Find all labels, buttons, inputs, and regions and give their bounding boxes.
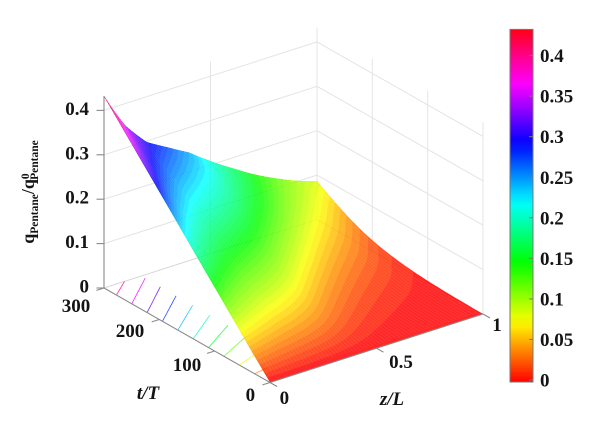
svg-text:1: 1 (492, 315, 502, 336)
svg-text:0.4: 0.4 (540, 46, 564, 67)
svg-text:0: 0 (80, 277, 90, 298)
svg-text:0.05: 0.05 (540, 330, 573, 351)
svg-text:0.3: 0.3 (540, 127, 564, 148)
svg-text:0.4: 0.4 (65, 99, 89, 120)
svg-text:0.15: 0.15 (540, 249, 573, 270)
svg-text:0.35: 0.35 (540, 87, 573, 108)
svg-text:0.1: 0.1 (540, 289, 564, 310)
svg-text:0.3: 0.3 (65, 143, 89, 164)
svg-text:200: 200 (116, 321, 145, 342)
svg-text:z/L: z/L (379, 389, 404, 410)
svg-text:0: 0 (540, 371, 550, 392)
svg-text:0: 0 (246, 385, 256, 406)
svg-text:0.2: 0.2 (65, 188, 89, 209)
svg-text:0.1: 0.1 (65, 232, 89, 253)
svg-text:t/T: t/T (137, 383, 161, 404)
svg-text:300: 300 (62, 296, 91, 317)
svg-text:0.25: 0.25 (540, 168, 573, 189)
svg-text:100: 100 (173, 355, 202, 376)
svg-text:0.5: 0.5 (389, 352, 413, 373)
svg-text:0.2: 0.2 (540, 208, 564, 229)
svg-text:0: 0 (280, 388, 290, 409)
